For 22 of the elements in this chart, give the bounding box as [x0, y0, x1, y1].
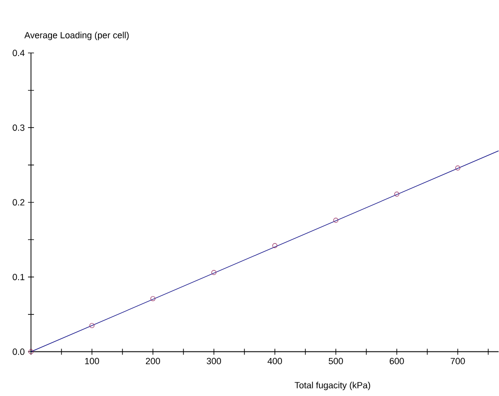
y-tick-label: 0.2	[12, 199, 24, 206]
x-tick-label: 400	[268, 358, 282, 364]
x-tick-label: 300	[206, 358, 222, 364]
point	[394, 192, 400, 197]
x-tick-label: 700	[450, 358, 465, 364]
point	[89, 323, 94, 328]
point	[28, 349, 34, 354]
point	[211, 270, 216, 276]
y-axis-title: Average Loading (per cell)	[24, 32, 129, 40]
x-tick-label: 100	[85, 358, 100, 364]
x-axis-title: Total fugacity (kPa)	[294, 382, 370, 390]
y-tick-label: 0.3	[12, 124, 24, 131]
point	[333, 218, 338, 223]
x-tick-label: 500	[328, 358, 343, 364]
point	[455, 166, 460, 171]
x-tick-label: 200	[146, 358, 160, 364]
point	[150, 296, 156, 302]
point	[272, 243, 278, 248]
y-tick-label: 0.1	[12, 274, 24, 280]
y-tick-label: 0.0	[12, 348, 24, 356]
x-tick-label: 600	[390, 358, 404, 364]
y-tick-label: 0.4	[12, 50, 25, 56]
